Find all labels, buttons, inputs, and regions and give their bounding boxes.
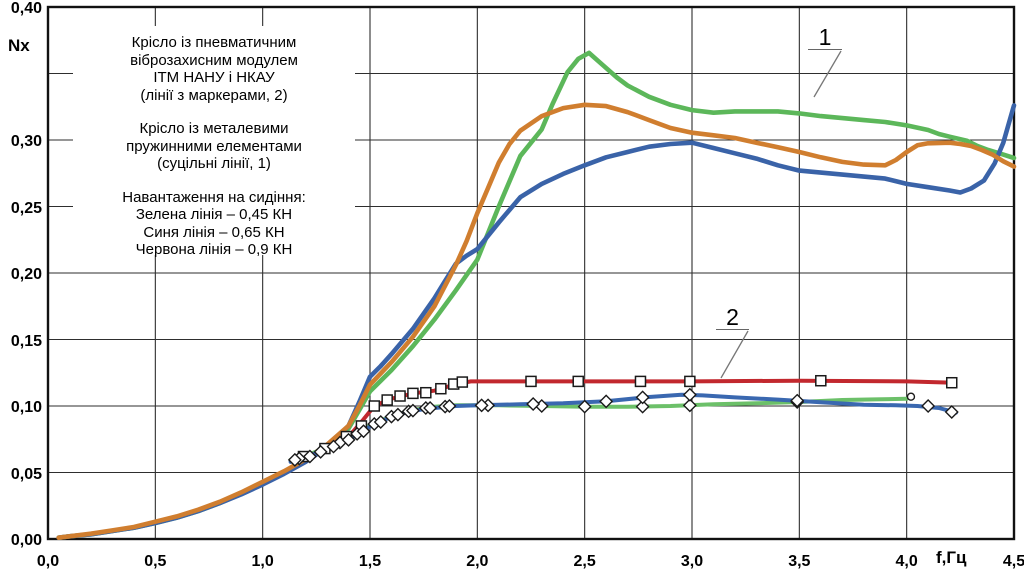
y-tick-label: 0,15: [10, 332, 42, 350]
x-tick-label: 4,0: [895, 553, 918, 570]
x-tick-label: 3,5: [788, 553, 811, 570]
annotation-line: (лінії з маркерами, 2): [140, 86, 288, 104]
y-axis-title: Nx: [8, 36, 30, 55]
x-tick-label: 0,5: [144, 553, 167, 570]
annotation-group-pneumatic: Крісло із пневматичним віброзахисним мод…: [73, 34, 355, 104]
annotation-group-metal: Крісло із металевими пружинними елемента…: [73, 120, 355, 173]
annotation-line: Крісло із металевими: [139, 120, 289, 137]
x-tick-label: 1,0: [251, 553, 274, 570]
annotation-line: Червона лінія – 0,9 КН: [135, 241, 293, 258]
y-tick-label: 0,05: [10, 465, 42, 483]
callout-label-1: 1: [808, 25, 842, 50]
annotation-line: Навантаження на сидіння:: [122, 188, 306, 206]
annotation-line: (суцільні лінії, 1): [157, 155, 271, 172]
x-tick-label: 3,0: [680, 553, 704, 570]
y-tick-label: 0,20: [10, 266, 42, 283]
annotation-group-load: Навантаження на сидіння: Зелена лінія – …: [73, 189, 355, 259]
callout-label-2: 2: [716, 305, 749, 330]
annotation-line: ІТМ НАНУ і НКАУ: [153, 69, 275, 86]
y-tick-label: 0,00: [10, 532, 42, 549]
x-tick-label: 0,0: [36, 553, 60, 570]
annotation-line: Синя лінія – 0,65 КН: [143, 223, 285, 241]
x-axis-title: f,Гц: [936, 548, 967, 567]
y-tick-label: 0,25: [10, 199, 42, 217]
x-tick-label: 4,5: [1002, 553, 1024, 570]
legend-annotation: Крісло із пневматичним віброзахисним мод…: [73, 26, 355, 258]
annotation-line: Крісло із пневматичним: [131, 34, 297, 51]
x-tick-label: 2,0: [466, 553, 489, 570]
y-tick-label: 0,40: [10, 0, 42, 17]
y-tick-label: 0,10: [10, 399, 42, 416]
annotation-line: пружинними елементами: [126, 137, 302, 155]
y-tick-label: 0,30: [10, 133, 42, 150]
annotation-line: Зелена лінія – 0,45 КН: [135, 206, 293, 223]
x-tick-label: 2,5: [573, 553, 596, 570]
x-tick-label: 1,5: [358, 553, 382, 570]
annotation-line: віброзахисним модулем: [130, 51, 298, 69]
